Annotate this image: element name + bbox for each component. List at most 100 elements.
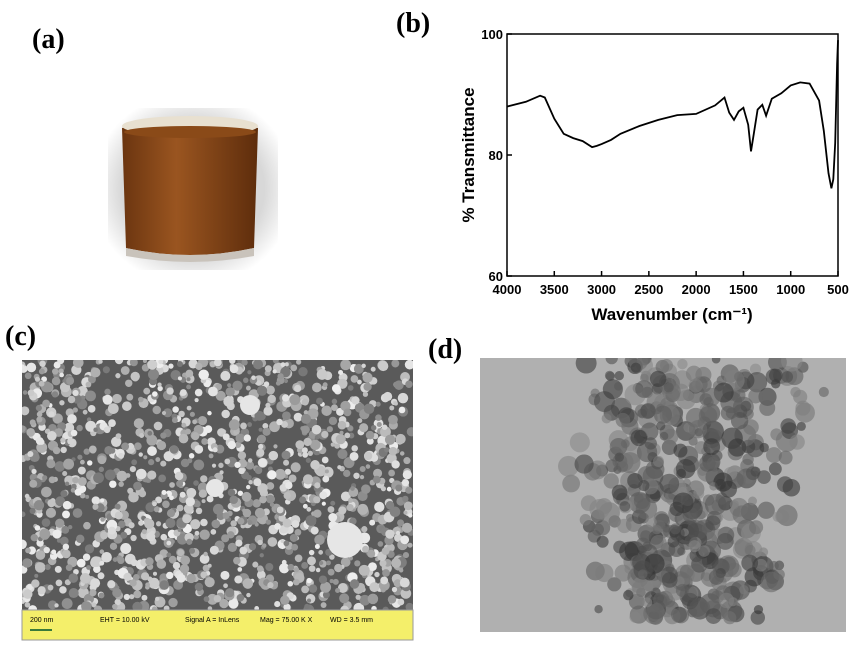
texture [652, 525, 662, 535]
texture [638, 569, 648, 579]
texture [273, 444, 277, 448]
texture [52, 391, 58, 397]
texture [402, 496, 408, 502]
texture [373, 476, 381, 484]
texture [73, 357, 84, 368]
x-tick-label: 2500 [634, 282, 663, 297]
texture [314, 482, 320, 488]
texture [638, 480, 649, 491]
texture [654, 406, 672, 424]
texture [36, 416, 42, 422]
texture [266, 520, 271, 525]
texture [60, 490, 67, 497]
texture [62, 598, 73, 609]
texture [258, 458, 267, 467]
texture [172, 417, 178, 423]
texture [136, 469, 147, 480]
texture [223, 512, 230, 519]
texture [594, 605, 602, 613]
texture [620, 501, 631, 512]
texture [25, 372, 32, 379]
texture [42, 518, 51, 527]
texture [336, 434, 346, 444]
texture [27, 451, 33, 457]
texture [153, 572, 157, 576]
texture [653, 456, 664, 467]
texture [90, 578, 100, 588]
texture [777, 476, 793, 492]
texture [339, 593, 349, 603]
texture [238, 451, 246, 459]
texture [195, 531, 200, 536]
texture [93, 504, 99, 510]
texture [396, 531, 400, 535]
texture [208, 564, 212, 568]
texture [150, 531, 155, 536]
texture [168, 363, 173, 368]
texture [179, 434, 189, 444]
texture [200, 519, 208, 527]
texture [220, 371, 230, 381]
texture [26, 363, 36, 373]
texture [295, 440, 304, 449]
texture [321, 431, 328, 438]
texture [62, 510, 70, 518]
texture [307, 599, 311, 603]
texture [161, 534, 168, 541]
texture [388, 415, 398, 425]
texture [227, 531, 234, 538]
texture [327, 426, 333, 432]
texture [606, 352, 618, 364]
texture [308, 451, 313, 456]
texture [36, 550, 46, 560]
texture [775, 510, 789, 524]
figure: (a) (b) (c) (d) 200 nm EHT = 10.00 kV Si… [0, 0, 849, 648]
texture [387, 487, 392, 492]
texture [25, 548, 31, 554]
texture [374, 572, 379, 577]
texture [225, 387, 234, 396]
texture [72, 477, 79, 484]
texture [288, 564, 295, 571]
texture [380, 587, 386, 593]
texture [267, 470, 276, 479]
texture [153, 406, 161, 414]
texture [99, 593, 105, 599]
texture [84, 449, 90, 455]
texture [295, 554, 303, 562]
texture [273, 358, 279, 364]
texture [243, 509, 252, 518]
texture [61, 526, 69, 534]
texture [385, 529, 394, 538]
texture [63, 544, 69, 550]
texture [303, 504, 308, 509]
texture [335, 588, 340, 593]
texture [299, 496, 306, 503]
texture [673, 607, 689, 623]
texture [282, 451, 291, 460]
texture [63, 501, 72, 510]
texture [332, 384, 341, 393]
texture [281, 362, 286, 367]
texture [595, 564, 613, 582]
texture [212, 464, 216, 468]
texture [295, 529, 302, 536]
texture [167, 509, 175, 517]
texture [265, 365, 272, 372]
texture [128, 522, 134, 528]
texture [307, 556, 316, 565]
texture [246, 485, 250, 489]
texture [85, 495, 89, 499]
texture [112, 394, 122, 404]
texture [709, 570, 724, 585]
texture [615, 453, 624, 462]
texture [131, 559, 138, 566]
texture [311, 527, 319, 535]
texture [615, 371, 624, 380]
texture [154, 507, 160, 513]
texture [310, 460, 320, 470]
texture [129, 594, 134, 599]
texture [147, 446, 157, 456]
texture [145, 582, 150, 587]
texture [395, 484, 402, 491]
